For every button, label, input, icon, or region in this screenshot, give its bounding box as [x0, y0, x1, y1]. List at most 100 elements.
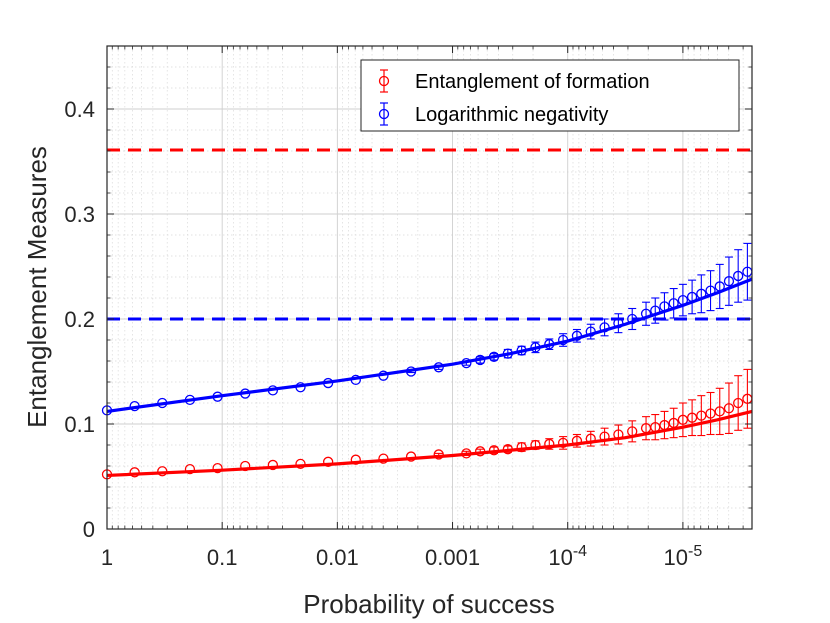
series-0-point — [405, 451, 417, 462]
x-tick-label: 0.01 — [316, 545, 359, 570]
series-1-point — [733, 270, 744, 282]
series-1-point — [502, 348, 513, 359]
series-1-point — [488, 351, 500, 362]
legend-formation-label: Entanglement of formation — [415, 71, 650, 93]
series-0-point — [557, 437, 569, 449]
legend-formation-marker — [378, 75, 390, 87]
series-0-point — [530, 439, 541, 451]
x-tick-label: 1 — [101, 545, 113, 570]
series-0-point — [322, 456, 334, 467]
series-0-point — [212, 462, 223, 474]
series-0-point — [613, 429, 624, 440]
series-1-point — [571, 330, 583, 341]
series-layer — [101, 242, 753, 480]
y-tick-label: 0.2 — [64, 307, 95, 332]
series-1-point — [599, 322, 610, 333]
series-1-point — [184, 394, 196, 406]
series-0-point — [599, 431, 610, 442]
series-1-point — [475, 354, 486, 366]
series-0-point — [129, 467, 140, 478]
series-1-point — [157, 397, 168, 409]
legend-box — [360, 59, 740, 132]
series-1-point — [544, 339, 555, 350]
series-1-point — [433, 362, 444, 373]
series-0-point — [544, 438, 555, 450]
series-0-point — [184, 463, 196, 475]
series-1-point — [557, 334, 569, 346]
series-0-point — [659, 419, 670, 431]
ticks — [106, 46, 752, 530]
series-0-point — [267, 459, 279, 471]
series-0-point — [686, 412, 698, 423]
series-1-point — [613, 318, 624, 329]
series-1-point — [686, 291, 698, 303]
series-0-point — [677, 414, 689, 425]
series-0-point — [475, 446, 486, 457]
series-0-point — [502, 444, 513, 455]
series-0-point — [705, 408, 716, 419]
series-1-point — [714, 281, 725, 292]
series-0-point — [714, 406, 725, 417]
x-tick-label: 10-5 — [664, 543, 703, 570]
series-1-fit-line — [106, 277, 753, 413]
y-tick-label: 0.3 — [64, 202, 95, 227]
series-1-point — [659, 301, 670, 312]
legend-negativity-marker — [378, 108, 390, 120]
series-0-point — [668, 417, 679, 429]
series-0-point — [627, 426, 638, 437]
series-1-point — [240, 388, 251, 399]
legend-entry-formation: Entanglement of formation — [378, 69, 650, 93]
series-1-point — [322, 377, 334, 389]
series-0-point — [295, 458, 306, 470]
series-1-point — [267, 385, 279, 396]
series-1-point — [677, 294, 689, 306]
x-tick-label: 10-4 — [548, 543, 587, 570]
series-0-point — [350, 454, 361, 465]
series-0-point — [733, 397, 744, 409]
series-1-point — [530, 342, 541, 353]
series-1-point — [627, 313, 638, 325]
series-0-point — [585, 433, 596, 444]
series-0-point — [488, 445, 500, 456]
series-0-point — [696, 410, 707, 421]
series-1 — [101, 242, 753, 416]
x-axis-label: Probability of success — [303, 589, 554, 619]
series-1-point — [705, 285, 716, 296]
series-1-point — [212, 391, 223, 402]
series-0-point — [723, 403, 735, 414]
series-1-point — [696, 288, 707, 299]
series-0-point — [157, 466, 168, 477]
series-0-point — [571, 435, 583, 446]
y-axis-label: Entanglement Measures — [22, 146, 52, 428]
x-tick-label: 0.1 — [207, 545, 238, 570]
series-0-point — [240, 460, 251, 472]
series-1-point — [405, 366, 417, 377]
series-0 — [101, 368, 753, 480]
tick-labels: 1 0.1 0.01 0.001 10-4 10-5 0 0.1 0.2 0.3 0.4 — [64, 97, 702, 570]
series-0-point — [378, 453, 389, 464]
series-1-point — [516, 345, 527, 356]
legend-negativity-label: Logarithmic negativity — [415, 104, 608, 126]
series-1-point — [650, 305, 661, 316]
series-1-point — [585, 326, 596, 337]
legend: Entanglement of formation Logarithmic ne… — [360, 59, 740, 132]
series-1-point — [668, 298, 679, 309]
series-1-point — [461, 357, 472, 369]
series-0-point — [650, 421, 661, 433]
series-1-point — [378, 370, 389, 381]
series-1-point — [295, 382, 306, 393]
series-0-point — [516, 441, 527, 453]
series-0-point — [433, 449, 444, 460]
y-tick-label: 0.4 — [64, 97, 95, 122]
legend-entry-negativity: Logarithmic negativity — [378, 102, 608, 126]
plot-border — [106, 45, 753, 530]
series-1-point — [640, 308, 652, 319]
series-1-point — [723, 276, 735, 287]
series-0-point — [461, 448, 472, 459]
y-tick-label: 0.1 — [64, 412, 95, 437]
y-tick-label: 0 — [83, 517, 95, 542]
series-1-point — [129, 400, 140, 412]
x-tick-label: 0.001 — [425, 545, 480, 570]
series-1-point — [350, 374, 361, 386]
